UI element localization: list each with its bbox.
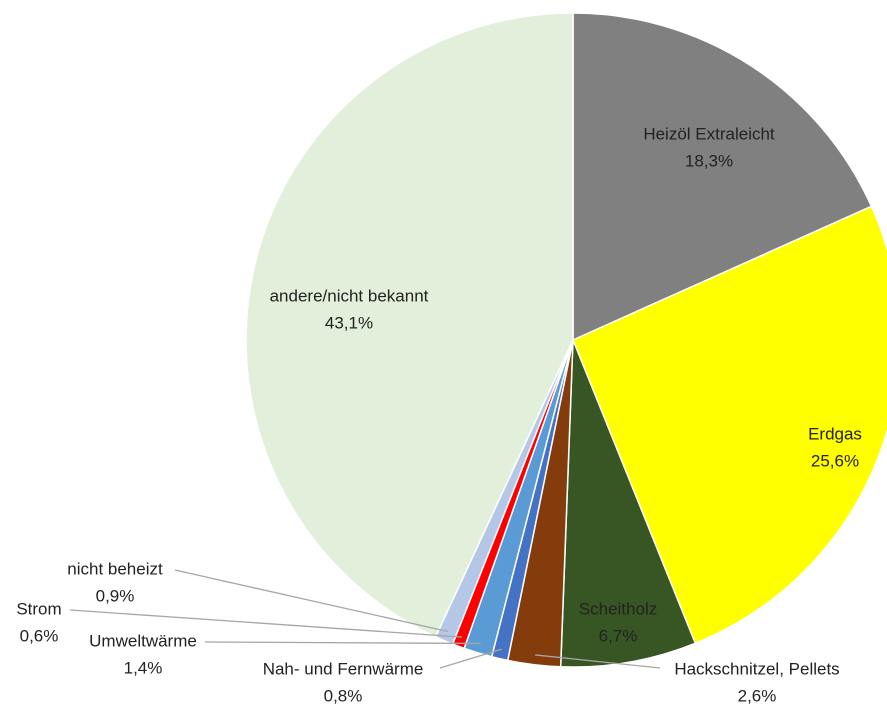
slice-label: Scheitholz — [579, 599, 657, 618]
slice-value: 0,8% — [324, 686, 363, 705]
slice-label: Nah- und Fernwärme — [263, 659, 424, 678]
leader-line — [174, 569, 449, 633]
leader-line — [204, 641, 481, 645]
slice-label: Umweltwärme — [89, 631, 197, 650]
slice-label: Erdgas — [808, 424, 862, 443]
pie-slice — [572, 12, 873, 342]
slice-label: nicht beheizt — [67, 559, 163, 578]
slice-value: 18,3% — [685, 151, 733, 170]
slice-label: Strom — [16, 599, 61, 618]
slice-value: 2,6% — [738, 686, 777, 705]
pie-slice — [559, 339, 697, 668]
slice-label: Heizöl Extraleicht — [643, 124, 775, 143]
slice-value: 0,6% — [20, 626, 59, 645]
leader-line — [439, 648, 503, 669]
slice-value: 43,1% — [325, 313, 373, 332]
slice-label: Hackschnitzel, Pellets — [674, 659, 839, 678]
slice-value: 0,9% — [96, 586, 135, 605]
slice-value: 6,7% — [599, 626, 638, 645]
slice-value: 1,4% — [124, 658, 163, 677]
leader-line — [535, 654, 661, 669]
pie-slice — [245, 12, 574, 638]
leader-line — [69, 609, 462, 638]
slice-label: andere/nicht bekannt — [270, 286, 429, 305]
slice-value: 25,6% — [811, 451, 859, 470]
